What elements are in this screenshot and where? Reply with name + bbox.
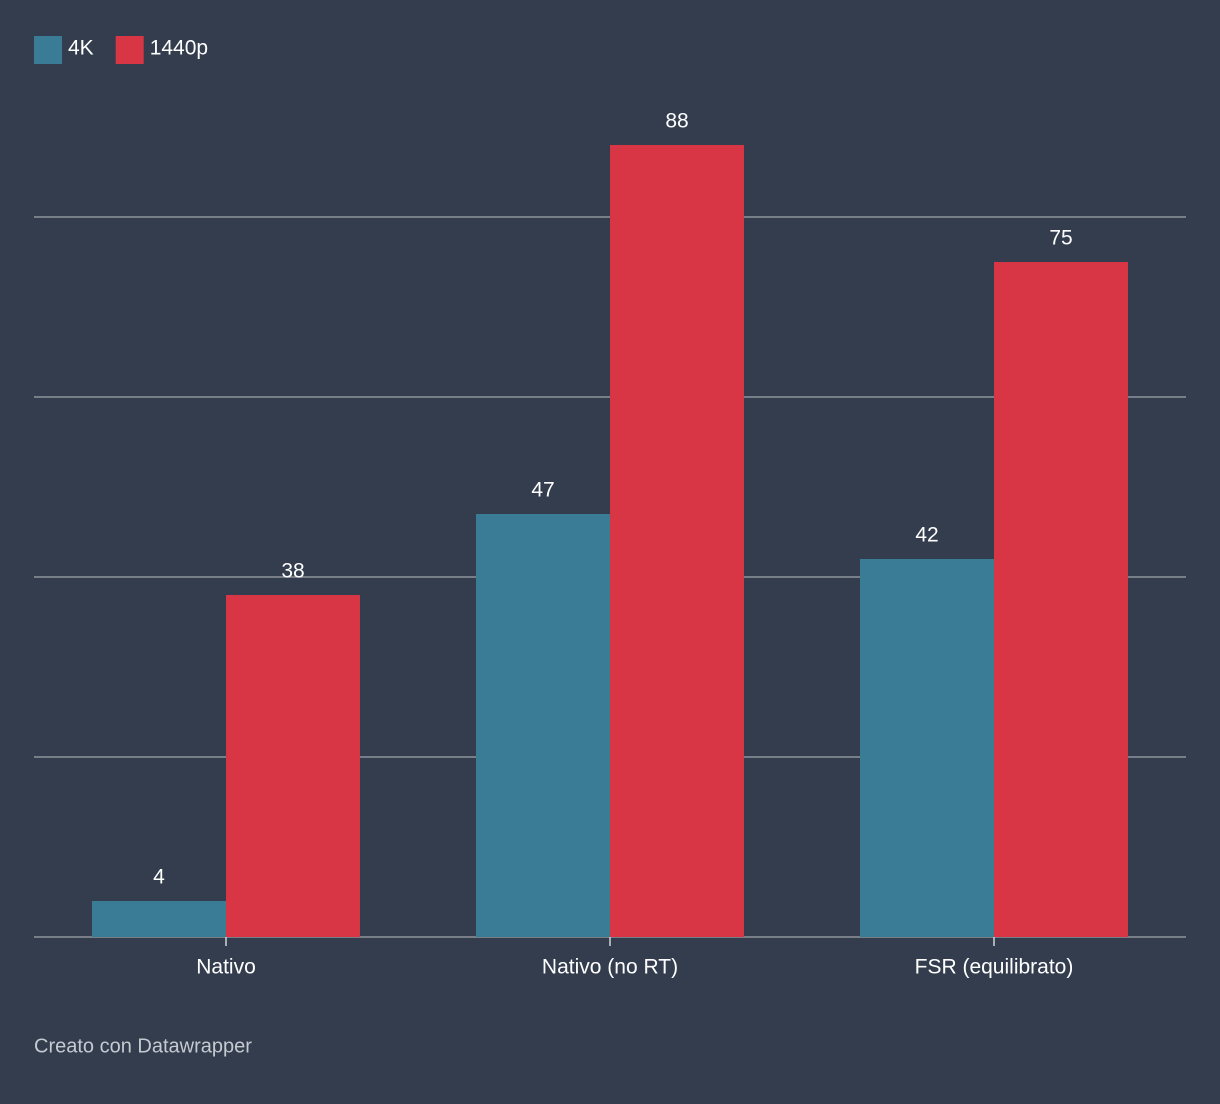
bar	[92, 901, 226, 937]
legend-swatch	[115, 36, 144, 64]
value-label: 75	[1049, 227, 1072, 250]
footer: Creato con Datawrapper	[34, 1035, 252, 1057]
legend-swatch	[34, 36, 62, 64]
value-label: 4	[153, 866, 165, 889]
bar	[994, 262, 1128, 937]
x-tick-label: Nativo	[196, 956, 256, 979]
bar	[226, 595, 360, 937]
x-tick-label: Nativo (no RT)	[542, 956, 678, 979]
bar	[610, 145, 744, 937]
x-tick-label: FSR (equilibrato)	[915, 956, 1074, 979]
value-label: 47	[531, 479, 554, 502]
legend-label: 1440p	[150, 37, 208, 60]
bar	[860, 559, 994, 937]
bar	[476, 514, 610, 937]
value-label: 38	[281, 560, 304, 583]
value-label: 88	[665, 110, 688, 133]
value-label: 42	[915, 524, 938, 547]
legend-label: 4K	[68, 37, 94, 60]
